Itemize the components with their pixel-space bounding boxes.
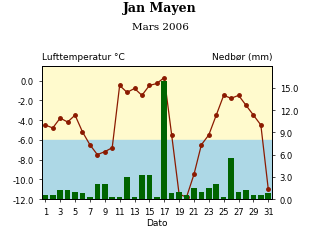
Bar bbox=[57, 190, 63, 199]
Bar bbox=[228, 159, 234, 199]
Bar bbox=[199, 192, 204, 199]
Text: Lufttemperatur °C: Lufttemperatur °C bbox=[42, 53, 124, 62]
Bar bbox=[139, 176, 145, 199]
Bar bbox=[43, 196, 48, 199]
Text: Dato: Dato bbox=[146, 218, 168, 227]
Bar bbox=[258, 196, 264, 199]
Text: Jan Mayen: Jan Mayen bbox=[123, 2, 197, 15]
Bar bbox=[266, 193, 271, 199]
Bar bbox=[50, 196, 56, 199]
Bar bbox=[184, 196, 189, 199]
Bar bbox=[221, 197, 227, 199]
Bar bbox=[213, 185, 219, 199]
Bar bbox=[102, 185, 108, 199]
Bar bbox=[154, 197, 160, 199]
Text: Nedbør (mm): Nedbør (mm) bbox=[212, 53, 272, 62]
Bar bbox=[169, 193, 174, 199]
Bar bbox=[65, 190, 70, 199]
Bar bbox=[147, 176, 152, 199]
Bar bbox=[72, 192, 78, 199]
Bar bbox=[191, 188, 197, 199]
Bar bbox=[162, 81, 167, 199]
Bar bbox=[176, 192, 182, 199]
Bar bbox=[80, 193, 85, 199]
Bar bbox=[94, 185, 100, 199]
Bar bbox=[124, 177, 130, 199]
Text: Mars 2006: Mars 2006 bbox=[132, 23, 188, 32]
Bar bbox=[109, 197, 115, 199]
Bar bbox=[236, 192, 241, 199]
Bar bbox=[117, 197, 123, 199]
Bar bbox=[132, 197, 137, 199]
Bar bbox=[206, 188, 212, 199]
Bar bbox=[87, 197, 93, 199]
Bar bbox=[251, 196, 256, 199]
Bar bbox=[243, 190, 249, 199]
